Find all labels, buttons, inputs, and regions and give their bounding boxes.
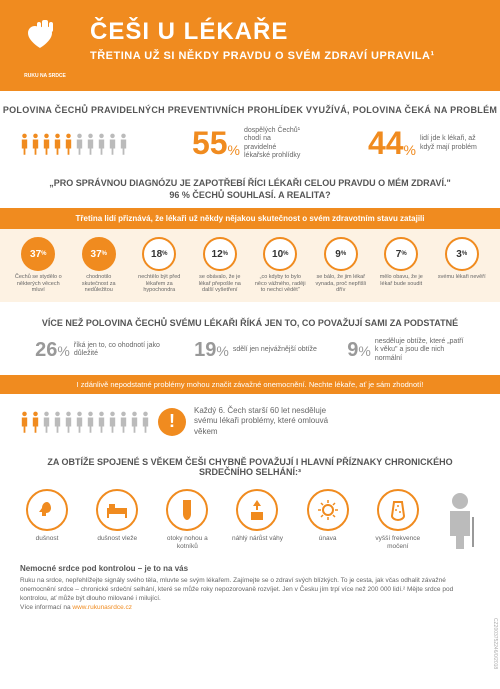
alert-row: ! Každý 6. Čech starší 60 let nesděluje … xyxy=(0,394,500,449)
symptom-label: únava xyxy=(300,535,355,543)
stat-value: 44 xyxy=(368,125,404,162)
symptom-item: dušnost vleže xyxy=(90,489,145,554)
stat-desc: dospělých Čechů¹ chodí na pravidelné lék… xyxy=(244,127,304,161)
stat-desc: říká jen to, co ohodnotí jako důležité xyxy=(74,342,164,359)
stats-row-2: 26% říká jen to, co ohodnotí jako důležit… xyxy=(0,338,500,363)
circle-item: 37% chodnotilo skutečnost za nedůležitou xyxy=(73,237,125,294)
footer-body: Ruku na srdce, nepřehlížejte signály své… xyxy=(20,576,480,603)
stat-item: 26% říká jen to, co ohodnotí jako důležit… xyxy=(35,338,164,363)
circles-row: 37% Čechů se stydělo o některých věcech m… xyxy=(0,229,500,302)
footer-more: Více informací na www.rukunasrdce.cz xyxy=(20,603,480,612)
circle-item: 7% mělo obavu, že je lékař bude soudit xyxy=(375,237,427,294)
stats-row-1: 55 % dospělých Čechů¹ chodí na pravideln… xyxy=(0,125,500,162)
footer-link[interactable]: www.rukunasrdce.cz xyxy=(72,604,132,611)
circle-desc: se bálo, že jim lékař vynada, proč nepři… xyxy=(315,274,367,294)
oldman-icon xyxy=(440,489,480,554)
symptom-item: dušnost xyxy=(20,489,75,554)
circle-value: 37% xyxy=(21,237,55,271)
section-heading-1: POLOVINA ČECHŮ PRAVIDELNÝCH PREVENTIVNÍC… xyxy=(0,105,500,115)
circle-value: 12% xyxy=(203,237,237,271)
footer-title: Nemocné srdce pod kontrolou – je to na v… xyxy=(20,564,480,573)
banner-1: Třetina lidí přiznává, že lékaři už někd… xyxy=(0,208,500,229)
stat-pct: % xyxy=(57,343,69,359)
symptom-item: otoky nohou a kotníků xyxy=(160,489,215,554)
circle-desc: svému lékaři nevěří xyxy=(436,274,488,281)
page-subtitle: TŘETINA UŽ SI NĚKDY PRAVDU O SVÉM ZDRAVÍ… xyxy=(90,50,480,62)
stat-pct: % xyxy=(404,142,416,158)
circle-value: 9% xyxy=(324,237,358,271)
header: RUKU NA SRDCE ČEŠI U LÉKAŘE TŘETINA UŽ S… xyxy=(0,0,500,91)
circle-value: 7% xyxy=(384,237,418,271)
stat-value: 26 xyxy=(35,339,57,362)
symptom-icon xyxy=(26,489,68,531)
circle-value: 37% xyxy=(82,237,116,271)
symptom-icon xyxy=(307,489,349,531)
quote-line-1: „PRO SPRÁVNOU DIAGNÓZU JE ZAPOTŘEBÍ ŘÍCI… xyxy=(0,178,500,188)
stat-desc: sdělí jen nejvážnější obtíže xyxy=(233,346,317,354)
section-heading-3: ZA OBTÍŽE SPOJENÉ S VĚKEM ČEŠI CHYBNĚ PO… xyxy=(0,457,500,477)
circle-item: 37% Čechů se stydělo o některých věcech m… xyxy=(12,237,64,294)
stat-value: 9 xyxy=(347,339,358,362)
side-code: CZ2003752246/0/2018 xyxy=(492,618,498,669)
stat-item: 9% nesděluje obtíže, které „patří k věku"… xyxy=(347,338,465,363)
quote-line-2: 96 % ČECHŮ SOUHLASÍ. A REALITA? xyxy=(0,190,500,200)
stat-44: 44 % lidí jde k lékaři, až když mají pro… xyxy=(368,125,480,162)
circle-desc: chodnotilo skutečnost za nedůležitou xyxy=(73,274,125,294)
circle-desc: „co kdyby to bylo něco vážného, raději t… xyxy=(254,274,306,294)
symptom-item: vyšší frekvence močení xyxy=(370,489,425,554)
symptom-item: únava xyxy=(300,489,355,554)
stat-pct: % xyxy=(358,343,370,359)
symptom-item: náhlý nárůst váhy xyxy=(230,489,285,554)
footer: Nemocné srdce pod kontrolou – je to na v… xyxy=(0,554,500,620)
symptom-label: náhlý nárůst váhy xyxy=(230,535,285,543)
page-title: ČEŠI U LÉKAŘE xyxy=(90,18,480,46)
stat-pct: % xyxy=(228,142,240,158)
symptom-label: dušnost vleže xyxy=(90,535,145,543)
circle-item: 9% se bálo, že jim lékař vynada, proč nep… xyxy=(315,237,367,294)
circle-item: 3% svému lékaři nevěří xyxy=(436,237,488,294)
circle-item: 18% nechtělo být před lékařem za hypochon… xyxy=(133,237,185,294)
circle-value: 18% xyxy=(142,237,176,271)
circle-desc: se obávalo, že je lékař přepošle na dalš… xyxy=(194,274,246,294)
stat-item: 19% sdělí jen nejvážnější obtíže xyxy=(194,338,317,363)
banner-2: I zdánlivě nepodstatné problémy mohou zn… xyxy=(0,375,500,394)
circle-desc: mělo obavu, že je lékař bude soudit xyxy=(375,274,427,287)
stat-value: 19 xyxy=(194,339,216,362)
symptom-icon xyxy=(236,489,278,531)
stat-pct: % xyxy=(216,343,228,359)
circle-value: 3% xyxy=(445,237,479,271)
symptom-icon xyxy=(166,489,208,531)
section-heading-2: VÍCE NEŽ POLOVINA ČECHŮ SVÉMU LÉKAŘI ŘÍK… xyxy=(0,318,500,328)
alert-text: Každý 6. Čech starší 60 let nesděluje sv… xyxy=(194,406,334,437)
circle-desc: Čechů se stydělo o některých věcech mluv… xyxy=(12,274,64,294)
circle-desc: nechtělo být před lékařem za hypochondra xyxy=(133,274,185,294)
symptom-label: dušnost xyxy=(20,535,75,543)
people-icons-1 xyxy=(20,133,128,155)
circle-value: 10% xyxy=(263,237,297,271)
logo: RUKU NA SRDCE xyxy=(20,18,70,79)
symptom-icon xyxy=(377,489,419,531)
logo-text: RUKU NA SRDCE xyxy=(20,73,70,79)
stat-desc: nesděluje obtíže, které „patří k věku" a… xyxy=(375,338,465,363)
stat-55: 55 % dospělých Čechů¹ chodí na pravideln… xyxy=(192,125,304,162)
symptom-label: vyšší frekvence močení xyxy=(370,535,425,551)
circle-item: 12% se obávalo, že je lékař přepošle na d… xyxy=(194,237,246,294)
stat-desc: lidí jde k lékaři, až když mají problém xyxy=(420,135,480,152)
alert-icon: ! xyxy=(158,408,186,436)
symptom-icon xyxy=(96,489,138,531)
symptom-label: otoky nohou a kotníků xyxy=(160,535,215,551)
symptoms-row: dušnost dušnost vleže otoky nohou a kotník… xyxy=(0,489,500,554)
stat-value: 55 xyxy=(192,125,228,162)
people-icons-2 xyxy=(20,411,150,433)
circle-item: 10% „co kdyby to bylo něco vážného, raděj… xyxy=(254,237,306,294)
